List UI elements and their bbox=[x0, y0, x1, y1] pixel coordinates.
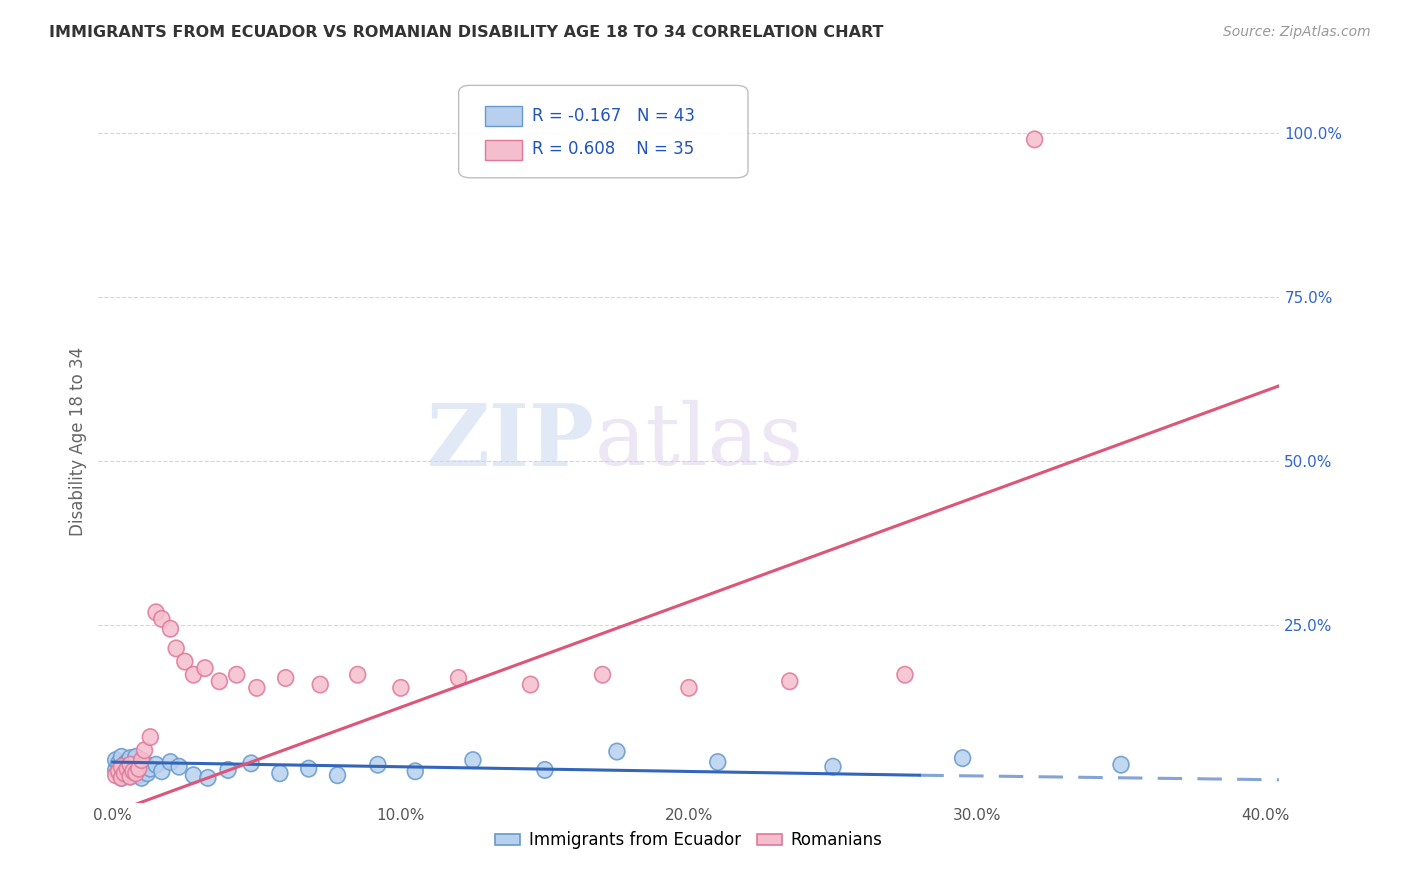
Ellipse shape bbox=[329, 767, 346, 783]
Ellipse shape bbox=[136, 742, 152, 758]
Ellipse shape bbox=[301, 761, 316, 777]
Ellipse shape bbox=[186, 666, 201, 683]
Ellipse shape bbox=[108, 752, 124, 768]
Ellipse shape bbox=[1114, 756, 1129, 772]
Ellipse shape bbox=[955, 750, 970, 766]
Ellipse shape bbox=[825, 758, 841, 775]
Text: atlas: atlas bbox=[595, 400, 804, 483]
Ellipse shape bbox=[114, 770, 129, 786]
Ellipse shape bbox=[136, 756, 152, 772]
Ellipse shape bbox=[312, 676, 328, 693]
Ellipse shape bbox=[111, 765, 127, 781]
Ellipse shape bbox=[710, 754, 725, 771]
Ellipse shape bbox=[125, 756, 141, 772]
Ellipse shape bbox=[197, 660, 212, 676]
Text: Source: ZipAtlas.com: Source: ZipAtlas.com bbox=[1223, 25, 1371, 39]
Bar bbox=[485, 140, 523, 160]
Ellipse shape bbox=[897, 666, 912, 683]
Ellipse shape bbox=[153, 611, 170, 627]
Ellipse shape bbox=[153, 763, 170, 780]
Text: R = 0.608    N = 35: R = 0.608 N = 35 bbox=[531, 140, 695, 158]
Bar bbox=[485, 106, 523, 126]
Ellipse shape bbox=[120, 761, 135, 777]
Ellipse shape bbox=[211, 673, 228, 690]
Text: R = -0.167   N = 43: R = -0.167 N = 43 bbox=[531, 107, 695, 125]
Ellipse shape bbox=[609, 743, 624, 760]
Ellipse shape bbox=[595, 666, 610, 683]
Text: IMMIGRANTS FROM ECUADOR VS ROMANIAN DISABILITY AGE 18 TO 34 CORRELATION CHART: IMMIGRANTS FROM ECUADOR VS ROMANIAN DISA… bbox=[49, 25, 884, 40]
Ellipse shape bbox=[177, 653, 193, 670]
Ellipse shape bbox=[125, 765, 141, 781]
Ellipse shape bbox=[537, 762, 553, 778]
Ellipse shape bbox=[125, 763, 141, 780]
Ellipse shape bbox=[278, 670, 294, 686]
Ellipse shape bbox=[120, 763, 135, 780]
Ellipse shape bbox=[134, 758, 149, 775]
FancyBboxPatch shape bbox=[458, 86, 748, 178]
Ellipse shape bbox=[148, 604, 165, 621]
Ellipse shape bbox=[392, 680, 409, 696]
Ellipse shape bbox=[117, 767, 132, 783]
Ellipse shape bbox=[128, 748, 143, 765]
Ellipse shape bbox=[117, 756, 132, 772]
Ellipse shape bbox=[1026, 131, 1042, 147]
Ellipse shape bbox=[142, 761, 159, 777]
Ellipse shape bbox=[108, 762, 124, 778]
Ellipse shape bbox=[120, 754, 135, 771]
Ellipse shape bbox=[148, 756, 165, 772]
Ellipse shape bbox=[782, 673, 797, 690]
Ellipse shape bbox=[408, 763, 423, 780]
Ellipse shape bbox=[122, 750, 138, 766]
Ellipse shape bbox=[370, 756, 385, 772]
Ellipse shape bbox=[139, 765, 155, 781]
Ellipse shape bbox=[523, 676, 538, 693]
Legend: Immigrants from Ecuador, Romanians: Immigrants from Ecuador, Romanians bbox=[489, 824, 889, 856]
Ellipse shape bbox=[163, 754, 179, 771]
Ellipse shape bbox=[249, 680, 264, 696]
Ellipse shape bbox=[114, 770, 129, 786]
Ellipse shape bbox=[122, 768, 138, 785]
Ellipse shape bbox=[131, 767, 146, 783]
Ellipse shape bbox=[271, 765, 288, 781]
Ellipse shape bbox=[128, 762, 143, 778]
Ellipse shape bbox=[163, 621, 179, 637]
Ellipse shape bbox=[128, 765, 143, 781]
Ellipse shape bbox=[243, 756, 259, 772]
Ellipse shape bbox=[350, 666, 366, 683]
Ellipse shape bbox=[134, 752, 149, 768]
Text: ZIP: ZIP bbox=[426, 400, 595, 483]
Ellipse shape bbox=[122, 756, 138, 772]
Ellipse shape bbox=[114, 758, 129, 775]
Ellipse shape bbox=[229, 666, 245, 683]
Ellipse shape bbox=[134, 770, 149, 786]
Ellipse shape bbox=[117, 765, 132, 781]
Ellipse shape bbox=[131, 761, 146, 777]
Ellipse shape bbox=[172, 758, 187, 775]
Ellipse shape bbox=[465, 752, 481, 768]
Ellipse shape bbox=[122, 768, 138, 785]
Ellipse shape bbox=[200, 770, 215, 786]
Ellipse shape bbox=[114, 758, 129, 775]
Ellipse shape bbox=[681, 680, 697, 696]
Ellipse shape bbox=[221, 762, 236, 778]
Ellipse shape bbox=[111, 756, 127, 772]
Ellipse shape bbox=[111, 763, 127, 780]
Ellipse shape bbox=[450, 670, 467, 686]
Ellipse shape bbox=[169, 640, 184, 657]
Y-axis label: Disability Age 18 to 34: Disability Age 18 to 34 bbox=[69, 347, 87, 536]
Ellipse shape bbox=[108, 767, 124, 783]
Ellipse shape bbox=[186, 767, 201, 783]
Ellipse shape bbox=[114, 748, 129, 765]
Ellipse shape bbox=[142, 729, 159, 746]
